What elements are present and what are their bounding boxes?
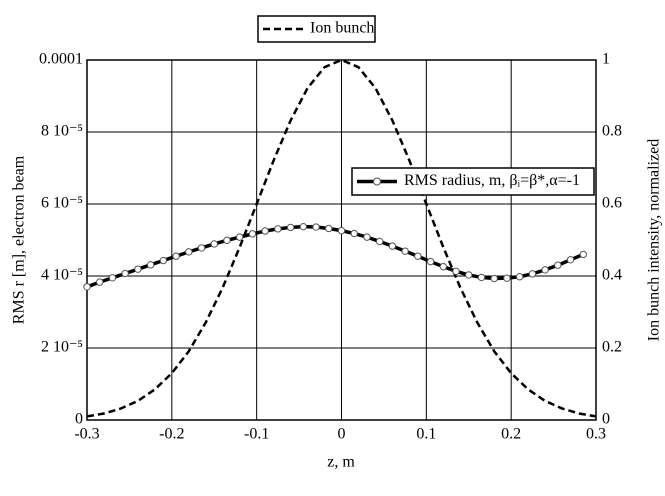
data-point — [236, 233, 244, 241]
y2-axis-label: Ion bunch intensity, normalized — [646, 139, 663, 341]
y-tick-label: 6 10⁻⁵ — [41, 195, 83, 212]
data-point — [388, 242, 397, 250]
plot-frame — [86, 59, 597, 421]
y2-tick-label: 0 — [602, 411, 610, 428]
data-point — [465, 271, 473, 279]
data-point — [197, 244, 206, 252]
data-point — [363, 233, 371, 241]
data-point — [312, 223, 320, 231]
data-point — [566, 256, 575, 264]
series-line — [86, 224, 584, 289]
data-point — [554, 261, 562, 269]
data-point — [426, 257, 435, 266]
x-tick-label: -0.2 — [159, 426, 184, 443]
data-point — [121, 269, 129, 278]
y-tick-label: 2 10⁻⁵ — [41, 339, 83, 356]
y-axis-label: RMS r [m], electron beam — [11, 155, 28, 324]
x-tick-label: 0.1 — [416, 426, 436, 443]
data-point — [477, 273, 486, 282]
data-point — [452, 267, 460, 276]
y-tick-label: 0 — [75, 411, 83, 428]
data-point — [248, 230, 257, 238]
x-tick-label: 0.3 — [586, 426, 606, 443]
data-point — [134, 265, 142, 273]
data-point — [503, 274, 511, 282]
data-point — [401, 247, 409, 255]
legend-label: Ion bunch — [310, 20, 374, 37]
data-point — [223, 236, 231, 245]
x-tick-label: 0.2 — [501, 426, 521, 443]
legend-marker — [373, 177, 381, 186]
data-point — [108, 274, 117, 282]
data-point — [325, 224, 333, 233]
data-point — [528, 270, 537, 278]
data-point — [299, 222, 308, 231]
data-point — [439, 262, 447, 271]
data-point — [414, 252, 422, 260]
data-point — [274, 225, 282, 233]
data-point — [185, 248, 193, 256]
x-axis-label: z, m — [327, 454, 355, 471]
y2-tick-label: 1 — [602, 51, 610, 68]
data-point — [541, 266, 549, 274]
data-point — [96, 278, 104, 286]
data-point — [261, 227, 269, 235]
legend-label: RMS radius, m, βᵢ=β*,α=-1 — [404, 172, 580, 189]
data-point — [337, 226, 346, 235]
y-tick-label: 0.0001 — [39, 51, 83, 68]
data-point — [515, 273, 524, 281]
data-point — [159, 256, 168, 265]
data-point — [579, 250, 587, 259]
data-point — [146, 261, 155, 269]
data-point — [286, 223, 295, 232]
data-point — [83, 283, 91, 291]
x-tick-label: -0.1 — [244, 426, 269, 443]
data-point — [375, 237, 384, 246]
y-tick-label: 4 10⁻⁵ — [41, 267, 83, 284]
data-point — [210, 240, 218, 248]
x-tick-label: -0.3 — [74, 426, 99, 443]
y2-tick-label: 0.4 — [602, 267, 622, 284]
x-tick-label: 0 — [338, 426, 346, 443]
y2-tick-label: 0.8 — [602, 123, 622, 140]
data-point — [350, 229, 358, 238]
y2-tick-label: 0.2 — [602, 339, 622, 356]
y-tick-label: 8 10⁻⁵ — [41, 123, 83, 140]
data-point — [172, 252, 180, 260]
data-point — [490, 274, 498, 283]
y2-tick-label: 0.6 — [602, 195, 622, 212]
